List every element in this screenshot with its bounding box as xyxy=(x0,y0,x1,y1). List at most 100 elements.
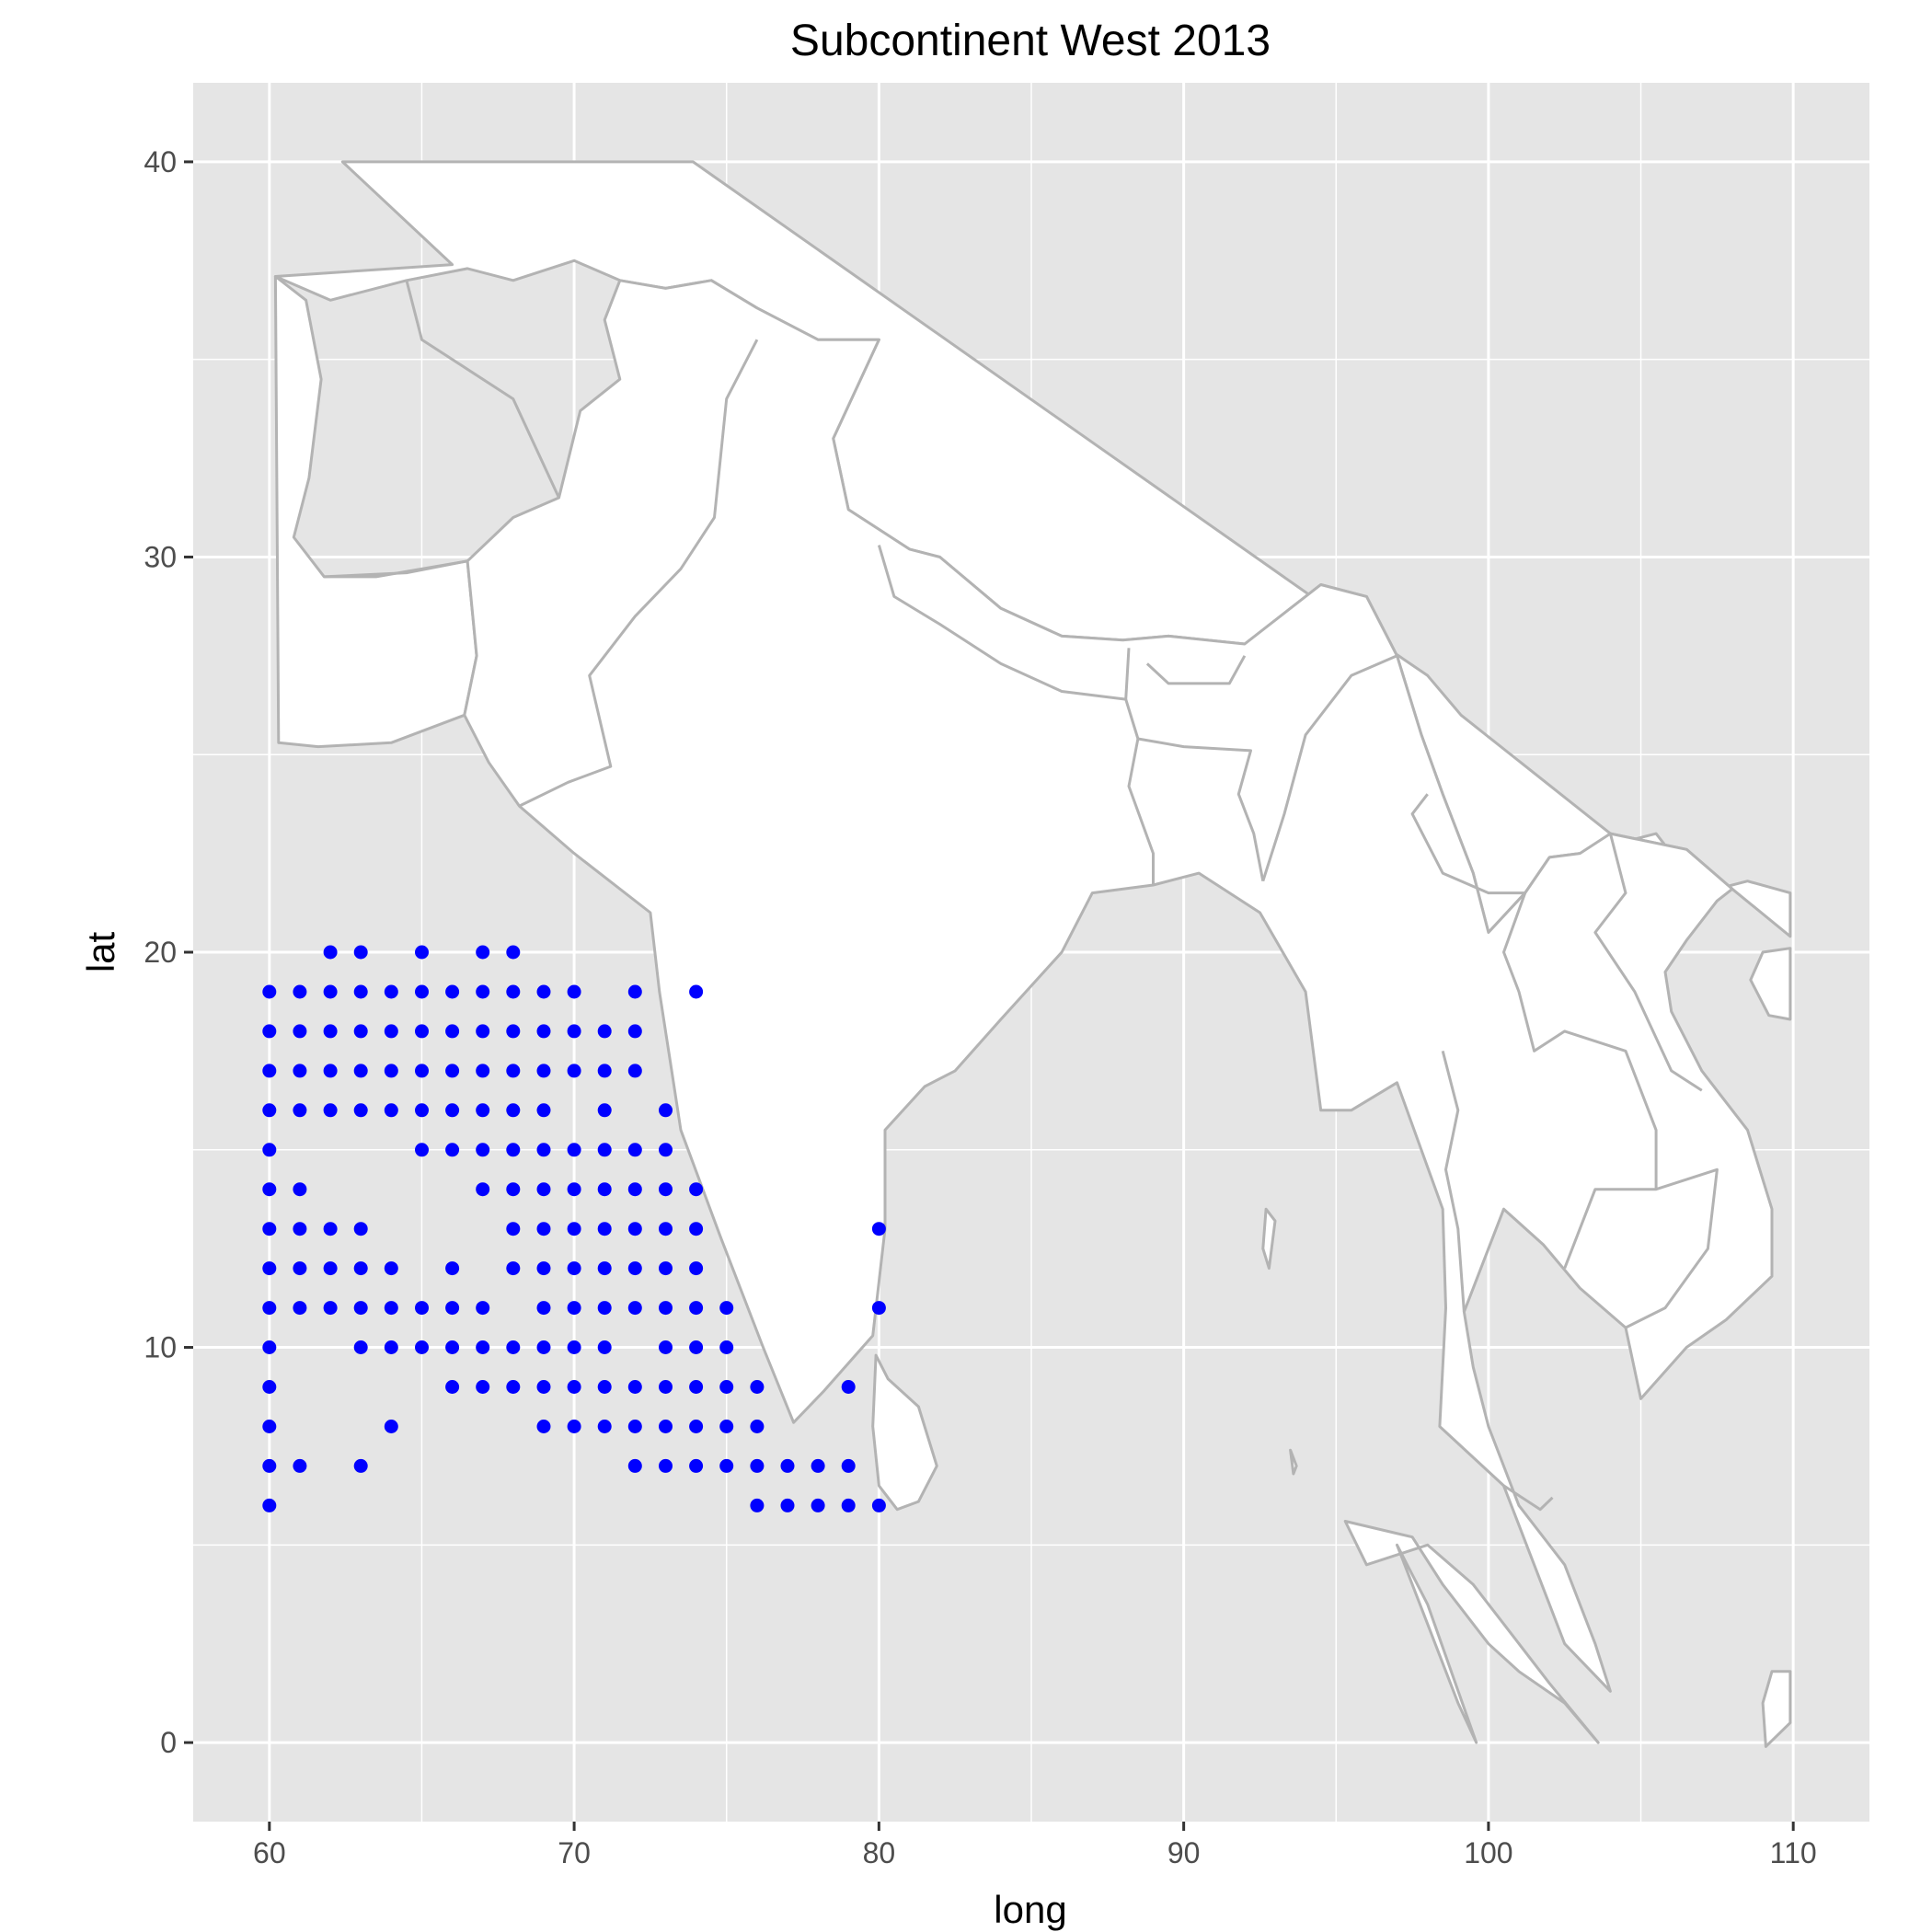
island xyxy=(1343,1520,1600,1744)
data-point xyxy=(384,1340,398,1354)
data-point xyxy=(353,984,368,999)
data-point xyxy=(323,1261,338,1276)
data-point xyxy=(689,1222,704,1236)
data-point xyxy=(719,1420,734,1433)
x-axis: 60 70 80 90 100 110 xyxy=(253,1822,1817,1869)
data-point xyxy=(293,1103,307,1118)
data-point xyxy=(536,984,551,999)
data-point xyxy=(627,1458,642,1473)
data-point xyxy=(476,1024,490,1039)
data-point xyxy=(384,1064,398,1078)
data-point xyxy=(871,1222,886,1236)
data-point xyxy=(293,1222,307,1236)
data-point xyxy=(476,1143,490,1157)
data-point xyxy=(262,1380,277,1394)
data-point xyxy=(293,1261,307,1276)
data-point xyxy=(262,1420,277,1433)
data-point xyxy=(476,945,490,960)
y-tick-label: 30 xyxy=(144,540,177,573)
island xyxy=(1749,947,1792,1021)
data-point xyxy=(536,1143,551,1157)
data-point xyxy=(627,1182,642,1197)
data-point xyxy=(689,1340,704,1354)
data-point xyxy=(323,945,338,960)
data-point xyxy=(627,1064,642,1078)
data-point xyxy=(445,1380,460,1394)
country-border xyxy=(1137,737,1265,881)
country-border xyxy=(324,559,468,579)
data-point xyxy=(293,1024,307,1039)
data-point xyxy=(262,1498,277,1512)
data-point xyxy=(597,1380,612,1394)
data-point xyxy=(415,1103,429,1118)
data-point xyxy=(506,1380,521,1394)
x-tick-label: 110 xyxy=(1770,1836,1817,1869)
data-point xyxy=(536,1420,551,1433)
data-point xyxy=(476,1064,490,1078)
x-tick-label: 100 xyxy=(1464,1836,1512,1869)
country-border xyxy=(1502,1484,1554,1512)
data-point xyxy=(476,1380,490,1394)
x-tick-label: 80 xyxy=(863,1836,896,1869)
data-point xyxy=(506,945,521,960)
data-point xyxy=(659,1143,673,1157)
data-point xyxy=(689,1182,704,1197)
data-point xyxy=(627,984,642,999)
data-point xyxy=(871,1301,886,1316)
data-point xyxy=(384,984,398,999)
data-point xyxy=(627,1380,642,1394)
data-point xyxy=(476,1182,490,1197)
country-border xyxy=(1124,698,1155,885)
data-point xyxy=(597,1182,612,1197)
data-point xyxy=(689,1301,704,1316)
country-border xyxy=(518,339,759,808)
data-point xyxy=(871,1498,886,1512)
data-point xyxy=(536,1340,551,1354)
data-point xyxy=(262,1103,277,1118)
data-point xyxy=(659,1222,673,1236)
data-point xyxy=(293,1458,307,1473)
data-point xyxy=(597,1143,612,1157)
data-point xyxy=(293,1301,307,1316)
data-point xyxy=(841,1458,856,1473)
country-border xyxy=(405,280,560,499)
data-point xyxy=(750,1380,765,1394)
data-point xyxy=(567,1420,581,1433)
data-point xyxy=(323,1024,338,1039)
data-point xyxy=(415,1301,429,1316)
island xyxy=(1261,1207,1277,1271)
data-point xyxy=(445,1340,460,1354)
data-point xyxy=(567,1301,581,1316)
data-point xyxy=(262,1222,277,1236)
data-point xyxy=(780,1498,795,1512)
data-point xyxy=(536,1380,551,1394)
data-point xyxy=(506,1103,521,1118)
data-point xyxy=(597,1261,612,1276)
data-point xyxy=(659,1301,673,1316)
data-point xyxy=(353,1340,368,1354)
data-point xyxy=(506,1222,521,1236)
data-point xyxy=(415,1024,429,1039)
data-point xyxy=(567,984,581,999)
y-tick-label: 40 xyxy=(144,145,177,178)
data-point xyxy=(627,1222,642,1236)
data-point xyxy=(597,1301,612,1316)
data-point xyxy=(262,1301,277,1316)
data-point xyxy=(415,945,429,960)
data-point xyxy=(415,984,429,999)
data-point xyxy=(506,1024,521,1039)
data-point xyxy=(689,1420,704,1433)
data-point xyxy=(323,1301,338,1316)
country-border xyxy=(1563,1167,1719,1329)
data-point xyxy=(659,1103,673,1118)
country-border xyxy=(1441,1051,1466,1313)
data-point xyxy=(476,1103,490,1118)
country-border xyxy=(1593,833,1703,1092)
data-point xyxy=(323,1103,338,1118)
data-point xyxy=(659,1182,673,1197)
data-point xyxy=(627,1143,642,1157)
data-point xyxy=(262,1064,277,1078)
x-tick-label: 60 xyxy=(253,1836,286,1869)
data-point xyxy=(689,984,704,999)
data-point xyxy=(567,1182,581,1197)
